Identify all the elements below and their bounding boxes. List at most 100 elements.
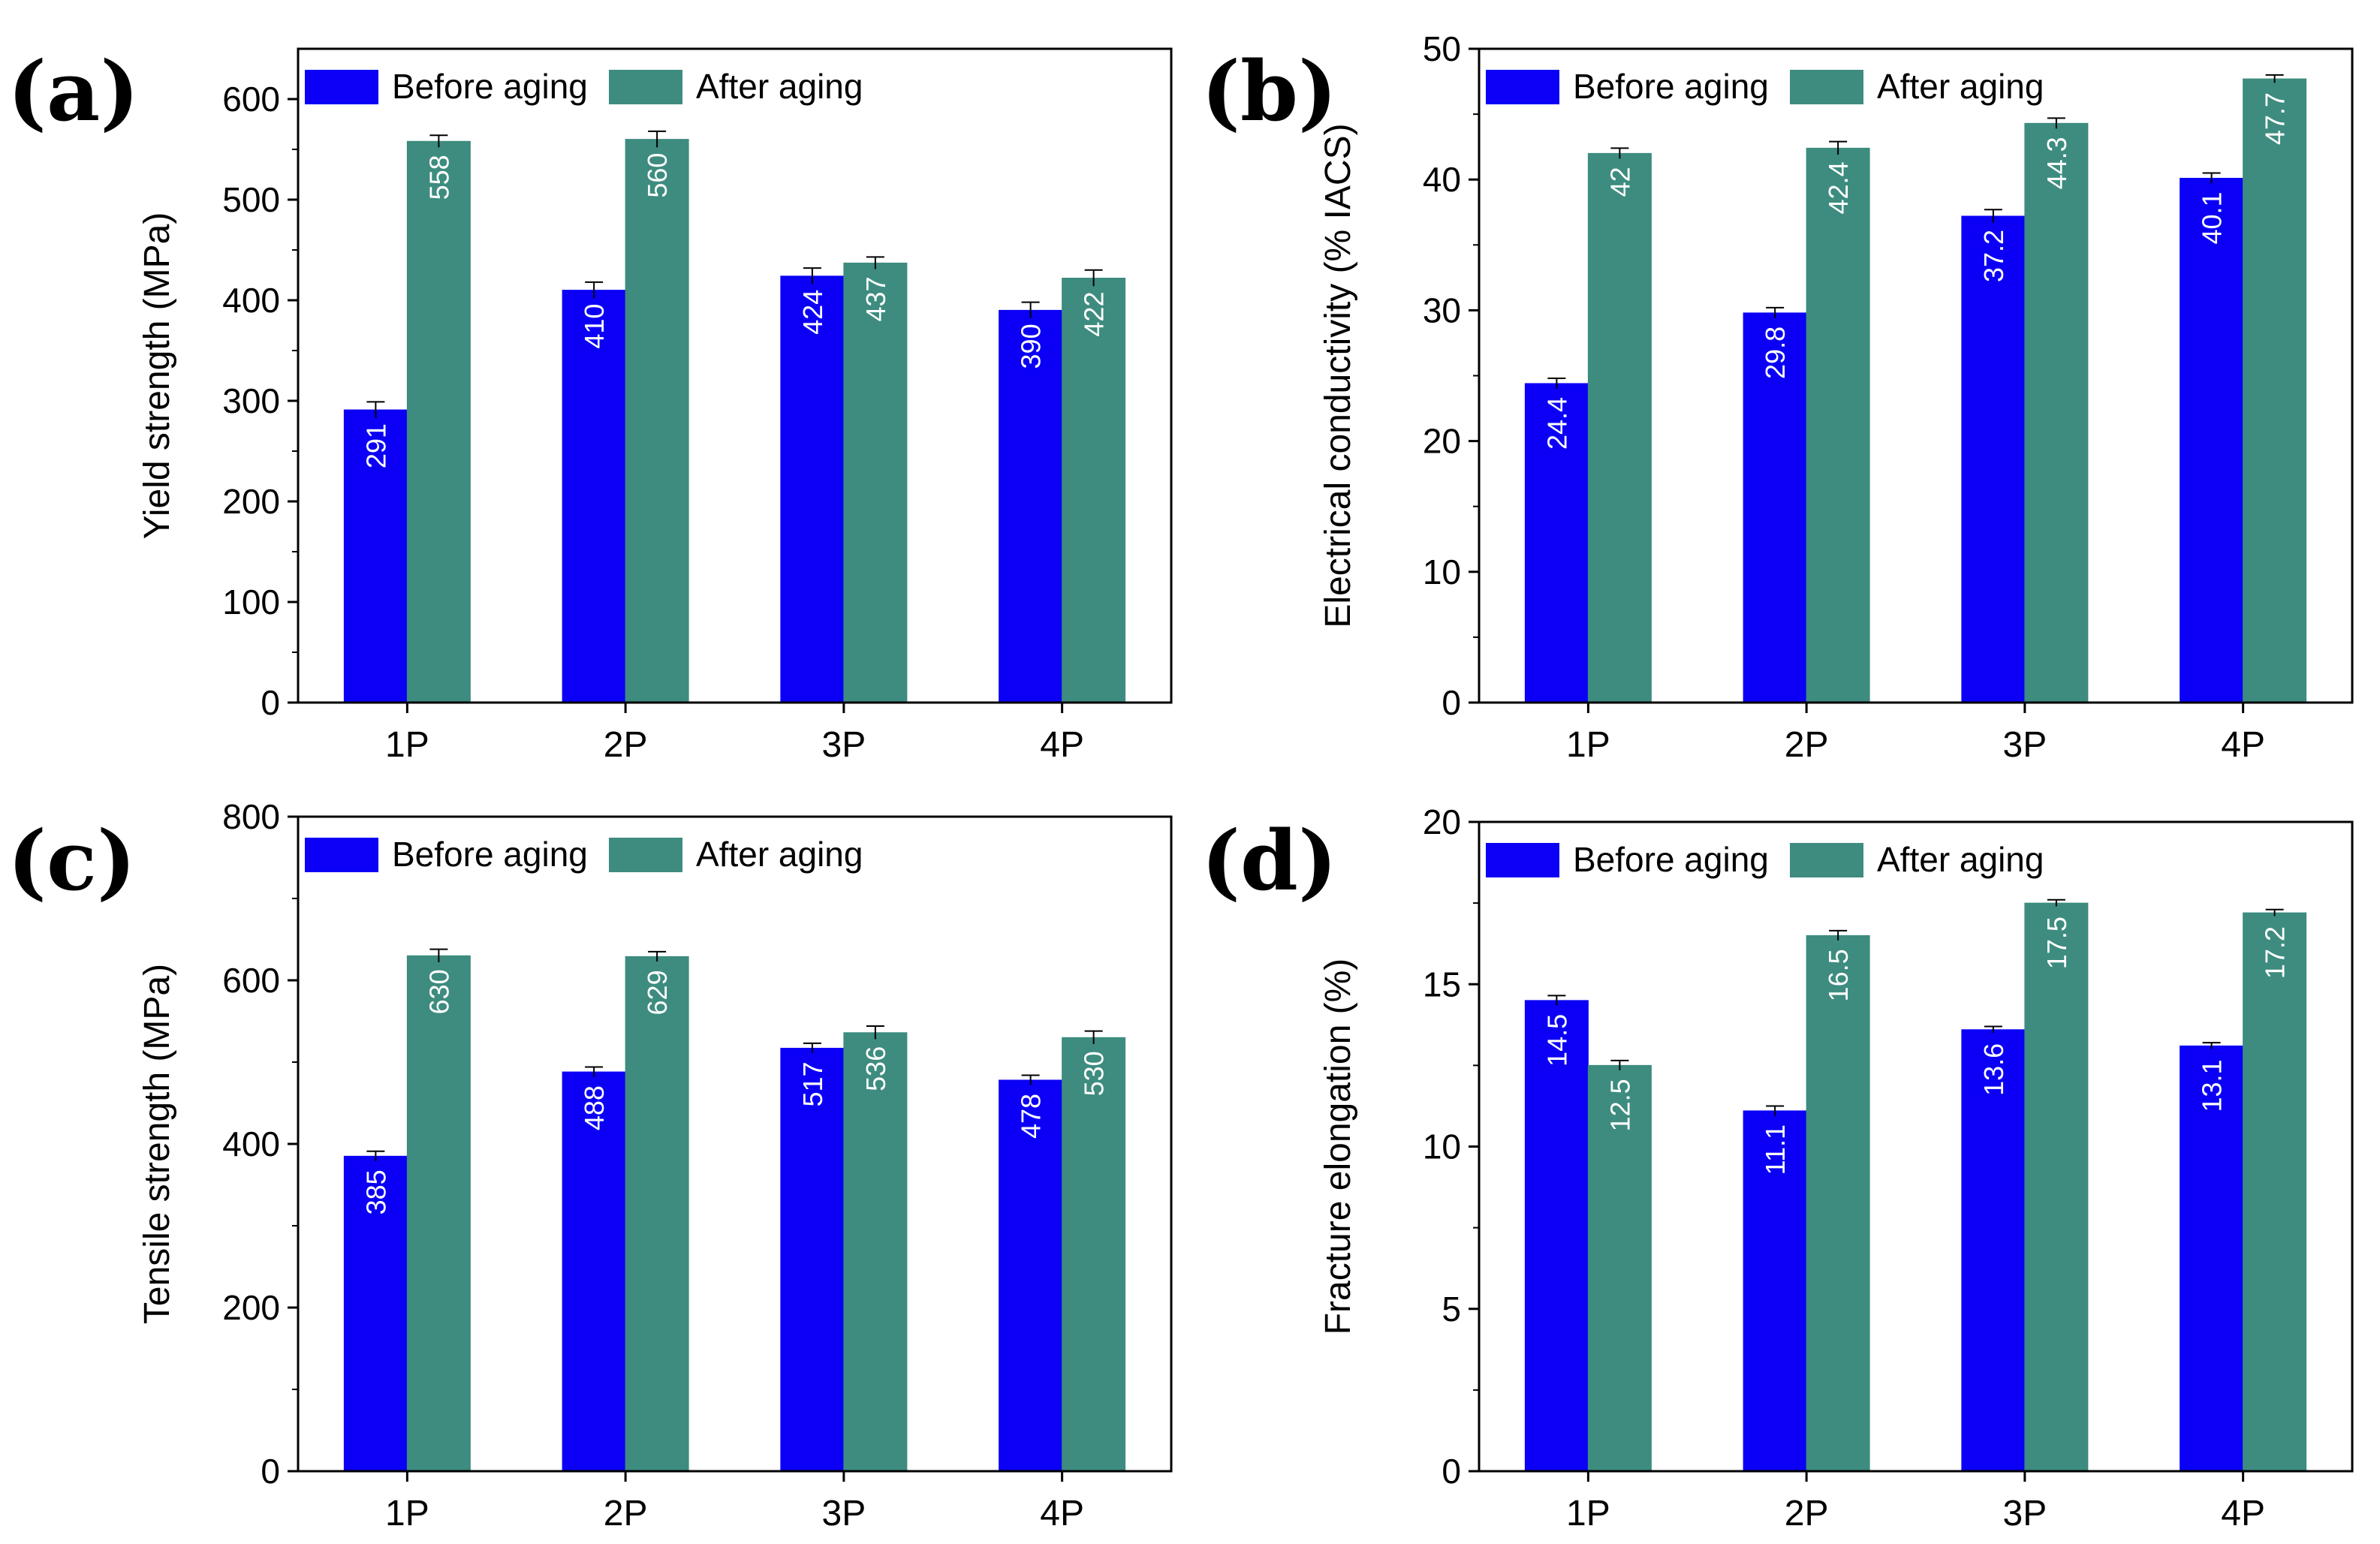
legend-label: Before aging xyxy=(1573,840,1769,879)
error-bar xyxy=(1984,209,2002,223)
panel-letter: (c) xyxy=(8,812,136,909)
bar-value-label: 560 xyxy=(642,153,673,198)
error-bar xyxy=(1610,147,1629,159)
y-tick-label: 500 xyxy=(222,180,280,219)
error-bar xyxy=(2047,898,2065,907)
legend-swatch xyxy=(1790,70,1863,104)
bar-before-4P xyxy=(2180,177,2244,703)
bar-after-2P xyxy=(625,139,689,703)
y-tick-label: 600 xyxy=(222,80,280,119)
bar-value-label: 42.4 xyxy=(1823,161,1854,214)
y-tick-label: 10 xyxy=(1423,552,1461,591)
legend-label: After aging xyxy=(696,67,863,106)
bar-before-3P xyxy=(1961,1029,2026,1472)
legend-label: After aging xyxy=(1877,840,2044,879)
error-bar xyxy=(429,134,448,148)
bar-after-4P xyxy=(1062,278,1126,703)
bar-value-label: 558 xyxy=(423,155,454,200)
x-tick-label: 4P xyxy=(2221,725,2265,765)
chart-panel-3: (c) 385 488 517 478 630 629 536 530 0 200 400 600 800… xyxy=(8,797,1173,1533)
x-tick-label: 3P xyxy=(822,1494,866,1533)
bar-value-label: 478 xyxy=(1016,1094,1047,1139)
bar-value-label: 24.4 xyxy=(1541,397,1572,450)
error-bar xyxy=(2265,74,2284,83)
x-tick-label: 1P xyxy=(1566,1494,1610,1533)
error-bar xyxy=(1084,269,1103,287)
bar-value-label: 16.5 xyxy=(1823,949,1854,1001)
bar-value-label: 29.8 xyxy=(1760,327,1791,379)
y-axis-title: Electrical conductivity (% IACS) xyxy=(1318,123,1358,628)
panel-letter: (b) xyxy=(1201,43,1337,140)
x-tick-label: 3P xyxy=(2003,1494,2047,1533)
bar-after-2P xyxy=(1806,935,1870,1472)
bar-value-label: 390 xyxy=(1016,324,1047,369)
bar-after-3P xyxy=(843,1032,908,1472)
error-bar xyxy=(1766,1105,1785,1116)
bar-value-label: 17.2 xyxy=(2260,926,2291,979)
legend: Before aging After aging xyxy=(305,67,863,106)
error-bar xyxy=(366,1150,385,1161)
bar-after-2P xyxy=(625,956,689,1472)
error-bar xyxy=(2202,172,2221,184)
y-tick-label: 200 xyxy=(222,1288,280,1327)
y-tick-label: 30 xyxy=(1423,290,1461,330)
bar-value-label: 14.5 xyxy=(1541,1014,1572,1067)
y-axis-title: Fracture elongation (%) xyxy=(1318,959,1358,1335)
y-tick-label: 15 xyxy=(1423,965,1461,1004)
bar-before-4P xyxy=(2180,1045,2244,1472)
bar-value-label: 424 xyxy=(797,290,828,335)
bar-value-label: 630 xyxy=(423,969,454,1014)
error-bar xyxy=(585,1066,604,1077)
bar-value-label: 422 xyxy=(1079,292,1110,337)
error-bar xyxy=(2265,908,2284,916)
error-bar xyxy=(1021,1074,1040,1085)
bar-value-label: 17.5 xyxy=(2041,916,2072,969)
error-bar xyxy=(2047,117,2065,129)
bar-value-label: 42 xyxy=(1604,167,1635,197)
y-tick-label: 800 xyxy=(222,797,280,836)
bar-value-label: 13.1 xyxy=(2197,1059,2228,1112)
plot-frame xyxy=(297,47,1173,704)
chart-panel-4: (d) 14.5 11.1 13.6 13.1 12.5 16.5 17.5 17.2 0 5 10 1… xyxy=(1201,802,2354,1533)
bar-value-label: 385 xyxy=(360,1169,391,1214)
bar-value-label: 536 xyxy=(860,1046,891,1091)
bar-value-label: 13.6 xyxy=(1978,1043,2009,1096)
error-bar xyxy=(866,256,884,269)
bar-before-1P xyxy=(343,409,408,703)
error-bar xyxy=(1021,301,1040,319)
y-tick-label: 400 xyxy=(222,281,280,320)
x-tick-label: 4P xyxy=(1040,725,1084,765)
bar-value-label: 629 xyxy=(642,970,673,1015)
bar-value-label: 47.7 xyxy=(2260,92,2291,145)
legend-swatch xyxy=(609,838,682,872)
bar-after-1P xyxy=(406,955,471,1472)
bar-after-3P xyxy=(2024,122,2089,703)
bar-after-2P xyxy=(1806,147,1870,703)
y-tick-label: 0 xyxy=(1442,683,1461,722)
bar-value-label: 11.1 xyxy=(1760,1124,1791,1175)
bar-value-label: 37.2 xyxy=(1978,230,2009,282)
bar-before-3P xyxy=(780,1047,845,1472)
bar-before-2P xyxy=(562,1071,626,1472)
x-tick-label: 2P xyxy=(1785,725,1829,765)
y-tick-label: 200 xyxy=(222,482,280,521)
bar-after-1P xyxy=(1587,152,1652,703)
legend: Before aging After aging xyxy=(1486,67,2044,106)
x-tick-label: 2P xyxy=(1785,1494,1829,1533)
y-tick-label: 0 xyxy=(261,683,280,722)
legend-label: Before aging xyxy=(392,835,588,874)
chart-panel-1: (a) 291 410 424 390 558 560 437 422 0 100 200 300 400… xyxy=(8,43,1173,765)
bar-value-label: 437 xyxy=(860,276,891,321)
legend: Before aging After aging xyxy=(1486,840,2044,879)
y-tick-label: 300 xyxy=(222,381,280,420)
legend-swatch xyxy=(1790,843,1863,877)
legend-label: Before aging xyxy=(1573,67,1769,106)
x-tick-label: 1P xyxy=(1566,725,1610,765)
legend-label: After aging xyxy=(1877,67,2044,106)
error-bar xyxy=(2202,1042,2221,1049)
bar-before-2P xyxy=(562,290,626,703)
y-tick-label: 5 xyxy=(1442,1290,1461,1329)
bar-after-1P xyxy=(406,140,471,703)
y-tick-label: 400 xyxy=(222,1124,280,1163)
error-bar xyxy=(1610,1059,1629,1070)
